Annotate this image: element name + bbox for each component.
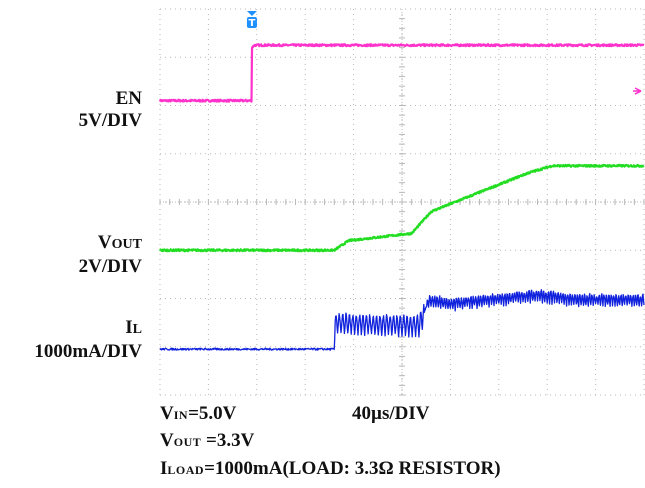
graticule [159, 8, 645, 396]
reference-arrow [633, 87, 642, 95]
en-label: EN 5V/DIV [79, 88, 142, 132]
en-name: EN [115, 88, 142, 109]
vout-label: VOUT 2V/DIV [79, 232, 142, 278]
vout-scale: 2V/DIV [78, 256, 142, 277]
en-trace [158, 43, 645, 103]
il-name: IL [125, 317, 142, 338]
vin-condition: VIN=5.0V [160, 403, 237, 424]
trigger-box [246, 17, 257, 28]
trigger-arrow [246, 11, 257, 16]
trigger-marker: T [246, 11, 257, 29]
timebase-label: 40µs/DIV [352, 403, 430, 424]
vout-name: VOUT [97, 232, 142, 253]
iload-condition: ILOAD=1000mA(LOAD: 3.3Ω RESISTOR) [160, 458, 501, 479]
waveform-traces [158, 43, 645, 351]
il-trace [159, 289, 645, 351]
il-label: IL 1000mA/DIV [34, 317, 142, 363]
ref-level-arrow [633, 87, 642, 95]
vout-trace [158, 163, 645, 253]
trigger-label: T [249, 18, 256, 29]
en-scale: 5V/DIV [78, 110, 142, 131]
il-scale: 1000mA/DIV [34, 341, 142, 362]
vout-condition: VOUT =3.3V [160, 430, 255, 451]
